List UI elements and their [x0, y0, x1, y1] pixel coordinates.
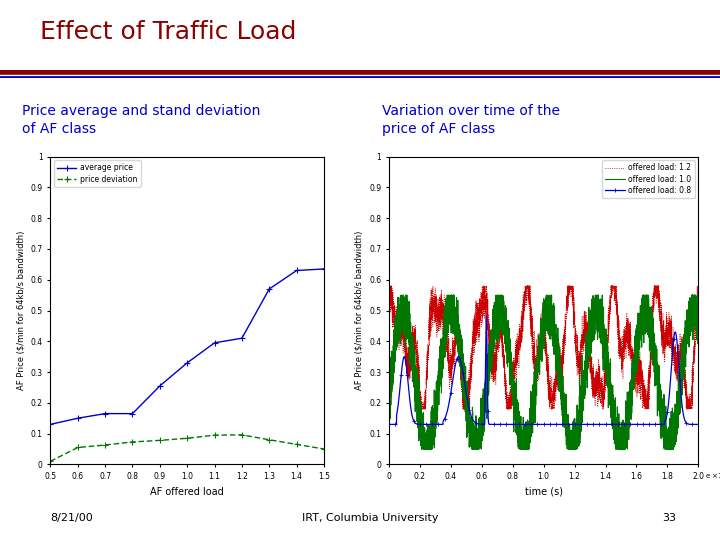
offered load: 0.8: (0.363, 0.151): 0.8: (0.363, 0.151)	[441, 415, 449, 421]
offered load: 1.2: (1.3, 0.323): 1.2: (1.3, 0.323)	[586, 362, 595, 368]
average price	[156, 383, 164, 389]
Text: IRT, Columbia University: IRT, Columbia University	[302, 514, 439, 523]
offered load: 1.0: (0.211, 0.05): 1.0: (0.211, 0.05)	[417, 446, 426, 453]
offered load: 1.2: (0.364, 0.463): 1.2: (0.364, 0.463)	[441, 319, 449, 325]
offered load: 1.0: (1.65, 0.458): 1.0: (1.65, 0.458)	[639, 320, 648, 327]
offered load: 0.8: (1.49, 0.13): 0.8: (1.49, 0.13)	[616, 421, 624, 428]
offered load: 0.8: (0.765, 0.13): 0.8: (0.765, 0.13)	[503, 421, 511, 428]
Y-axis label: AF Price ($/min for 64kb/s bandwidth): AF Price ($/min for 64kb/s bandwidth)	[16, 231, 25, 390]
average price	[101, 410, 109, 417]
offered load: 1.0: (1.3, 0.5): 1.0: (1.3, 0.5)	[586, 307, 595, 314]
offered load: 1.2: (0.002, 0.58): 1.2: (0.002, 0.58)	[384, 282, 393, 289]
Line: offered load: 0.8: offered load: 0.8	[387, 315, 701, 427]
price deviation	[320, 446, 328, 453]
Text: e $\times 10^{-4}$: e $\times 10^{-4}$	[705, 471, 720, 482]
Text: Variation over time of the
price of AF class: Variation over time of the price of AF c…	[382, 104, 559, 136]
Text: Effect of Traffic Load: Effect of Traffic Load	[40, 19, 296, 44]
Legend: average price, price deviation: average price, price deviation	[54, 160, 140, 187]
Line: offered load: 1.2: offered load: 1.2	[389, 286, 698, 409]
Line: offered load: 1.0: offered load: 1.0	[389, 295, 698, 449]
offered load: 1.0: (2, 0.473): 1.0: (2, 0.473)	[694, 316, 703, 322]
Text: Price average and stand deviation
of AF class: Price average and stand deviation of AF …	[22, 104, 260, 136]
Line: average price: average price	[48, 266, 327, 427]
offered load: 1.2: (1.49, 0.409): 1.2: (1.49, 0.409)	[616, 335, 624, 342]
offered load: 1.2: (2, 0.58): 1.2: (2, 0.58)	[694, 282, 703, 289]
price deviation	[238, 431, 246, 438]
offered load: 1.0: (0.0792, 0.55): 1.0: (0.0792, 0.55)	[397, 292, 405, 298]
Legend: offered load: 1.2, offered load: 1.0, offered load: 0.8: offered load: 1.2, offered load: 1.0, of…	[603, 160, 695, 198]
Text: 33: 33	[662, 514, 676, 523]
offered load: 1.0: (0.765, 0.411): 1.0: (0.765, 0.411)	[503, 335, 511, 341]
offered load: 0.8: (1.2, 0.13): 0.8: (1.2, 0.13)	[570, 421, 579, 428]
offered load: 1.0: (1.2, 0.132): 1.0: (1.2, 0.132)	[570, 421, 579, 427]
average price	[128, 410, 137, 417]
price deviation	[183, 435, 192, 442]
offered load: 0.8: (1.64, 0.13): 0.8: (1.64, 0.13)	[639, 421, 648, 428]
X-axis label: time (s): time (s)	[525, 487, 562, 497]
price deviation	[210, 432, 219, 438]
average price	[73, 415, 82, 421]
offered load: 1.0: (0, 0.286): 1.0: (0, 0.286)	[384, 373, 393, 380]
price deviation	[156, 437, 164, 444]
Line: price deviation: price deviation	[48, 432, 327, 464]
average price	[320, 266, 328, 272]
offered load: 0.8: (0.63, 0.48): 0.8: (0.63, 0.48)	[482, 313, 490, 320]
price deviation	[46, 458, 55, 464]
offered load: 1.2: (0.765, 0.187): 1.2: (0.765, 0.187)	[503, 403, 511, 410]
price deviation	[265, 436, 274, 443]
X-axis label: AF offered load: AF offered load	[150, 487, 224, 497]
price deviation	[101, 442, 109, 448]
offered load: 1.0: (0.364, 0.395): 1.0: (0.364, 0.395)	[441, 340, 449, 346]
average price	[265, 286, 274, 292]
offered load: 1.0: (1.49, 0.107): 1.0: (1.49, 0.107)	[616, 428, 624, 435]
offered load: 0.8: (1.3, 0.13): 0.8: (1.3, 0.13)	[586, 421, 595, 428]
offered load: 1.2: (0, 0.569): 1.2: (0, 0.569)	[384, 286, 393, 293]
offered load: 1.2: (1.2, 0.49): 1.2: (1.2, 0.49)	[570, 310, 579, 317]
price deviation	[128, 438, 137, 445]
average price	[183, 360, 192, 366]
offered load: 1.2: (1.65, 0.209): 1.2: (1.65, 0.209)	[639, 397, 648, 403]
Y-axis label: AF Price ($/min for 64kb/s bandwidth): AF Price ($/min for 64kb/s bandwidth)	[354, 231, 364, 390]
average price	[238, 335, 246, 341]
offered load: 0.8: (2, 0.13): 0.8: (2, 0.13)	[694, 421, 703, 428]
price deviation	[292, 441, 301, 448]
average price	[46, 421, 55, 428]
offered load: 1.2: (0.203, 0.18): 1.2: (0.203, 0.18)	[416, 406, 425, 412]
offered load: 0.8: (0, 0.13): 0.8: (0, 0.13)	[384, 421, 393, 428]
Text: 8/21/00: 8/21/00	[50, 514, 93, 523]
average price	[210, 340, 219, 346]
price deviation	[73, 444, 82, 451]
average price	[292, 267, 301, 274]
